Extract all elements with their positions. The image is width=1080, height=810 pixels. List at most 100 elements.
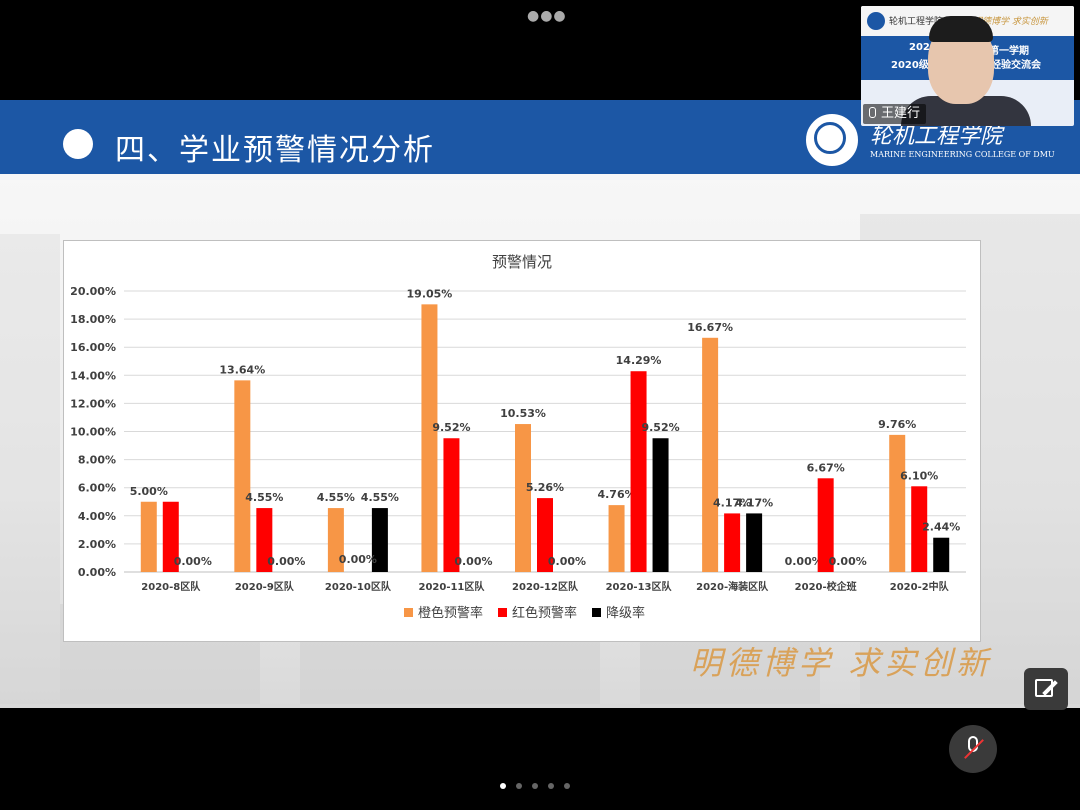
speaker-name: 王建行 <box>881 106 921 121</box>
college-logo-icon <box>804 112 860 168</box>
data-label: 9.76% <box>878 418 916 431</box>
speaker-video-thumbnail[interactable]: 轮机工程学院 明德博学 求实创新 202 第一学期 2020级 经验交流会 王建… <box>861 6 1074 126</box>
page-dot[interactable] <box>548 783 554 789</box>
bar-1 <box>724 513 741 572</box>
bar-0 <box>608 505 625 572</box>
y-tick-label: 2.00% <box>78 538 116 551</box>
speaker-hair <box>929 16 993 42</box>
x-tick-label: 2020-9区队 <box>235 580 295 593</box>
page-dot[interactable] <box>500 783 506 789</box>
data-label: 4.55% <box>317 491 355 504</box>
data-label: 6.67% <box>807 461 845 474</box>
y-tick-label: 10.00% <box>70 426 116 439</box>
chart-svg: 预警情况 0.00% 2.00% 4.00% 6.00% 8.00% 10.00% 12.00… <box>70 253 966 621</box>
legend-label: 降级率 <box>606 605 645 621</box>
data-label: 0.00% <box>785 555 823 568</box>
bar-0 <box>327 508 344 572</box>
y-tick-label: 12.00% <box>70 397 116 410</box>
x-tick-label: 2020-11区队 <box>418 580 485 593</box>
y-tick-label: 6.00% <box>78 482 116 495</box>
mic-icon <box>869 107 876 118</box>
video-banner-line1-left: 202 <box>909 42 930 53</box>
legend-swatch <box>498 608 507 617</box>
bar-1 <box>911 486 928 572</box>
page-indicator[interactable] <box>500 783 570 789</box>
bar-0 <box>515 424 531 572</box>
y-tick-label: 4.00% <box>78 510 116 523</box>
y-tick-label: 0.00% <box>78 566 116 579</box>
college-name-cn: 轮机工程学院 <box>870 124 1003 149</box>
y-tick-label: 14.00% <box>70 369 116 382</box>
data-label: 0.00% <box>174 555 212 568</box>
page-dot[interactable] <box>532 783 538 789</box>
data-label: 13.64% <box>219 363 265 376</box>
x-tick-label: 2020-海装区队 <box>696 580 769 593</box>
college-slogan: 明德博学 求实创新 <box>690 644 993 682</box>
legend-swatch <box>592 608 601 617</box>
x-tick-label: 2020-2中队 <box>890 580 950 593</box>
data-label: 5.00% <box>130 485 168 498</box>
video-banner-line2-left: 2020级 <box>891 60 929 71</box>
bar-1 <box>817 478 834 572</box>
mic-muted-icon[interactable] <box>949 725 997 773</box>
data-label: 2.44% <box>922 521 960 534</box>
bullet-icon <box>63 129 93 159</box>
data-label: 4.17% <box>735 496 773 509</box>
bar-2 <box>371 508 388 572</box>
legend-swatch <box>404 608 413 617</box>
page-dot[interactable] <box>516 783 522 789</box>
bar-0 <box>702 337 719 572</box>
bar-1 <box>256 508 273 572</box>
video-logo-text: 轮机工程学院 <box>889 17 944 27</box>
data-label: 16.67% <box>687 321 733 334</box>
data-label: 4.55% <box>361 491 399 504</box>
data-label: 0.00% <box>548 555 586 568</box>
page-dot[interactable] <box>564 783 570 789</box>
data-label: 0.00% <box>339 553 377 566</box>
y-tick-label: 16.00% <box>70 341 116 354</box>
bar-0 <box>140 501 157 572</box>
data-label: 4.76% <box>597 488 635 501</box>
legend-label: 红色预警率 <box>512 605 577 621</box>
bar-1 <box>162 501 179 572</box>
edit-icon[interactable] <box>1024 668 1068 710</box>
shared-slide: 四、学业预警情况分析 轮机工程学院 MARINE ENGINEERING COL… <box>0 100 1080 708</box>
data-label: 19.05% <box>407 287 453 300</box>
college-name-en: MARINE ENGINEERING COLLEGE OF DMU <box>870 150 1055 159</box>
video-slogan: 明德博学 求实创新 <box>973 17 1048 27</box>
warning-chart: 预警情况 0.00% 2.00% 4.00% 6.00% 8.00% 10.00% 12.00… <box>63 240 981 642</box>
data-label: 4.17% <box>713 496 751 509</box>
x-tick-label: 2020-8区队 <box>141 580 201 593</box>
video-banner-line1-right: 第一学期 <box>989 46 1029 57</box>
x-tick-label: 2020-12区队 <box>512 580 579 593</box>
college-logo-icon <box>867 12 885 30</box>
bar-2 <box>746 513 763 572</box>
y-tick-label: 8.00% <box>78 454 116 467</box>
data-label: 0.00% <box>267 555 305 568</box>
bar-1 <box>537 498 553 572</box>
data-label: 4.55% <box>245 491 283 504</box>
data-label: 9.52% <box>641 421 679 434</box>
bar-1 <box>630 371 647 572</box>
more-dots-icon[interactable]: ●●● <box>527 8 567 24</box>
legend-label: 橙色预警率 <box>418 605 483 621</box>
data-label: 0.00% <box>829 555 867 568</box>
bar-0 <box>234 380 251 572</box>
speaker-name-tag: 王建行 <box>863 104 927 124</box>
data-label: 14.29% <box>616 354 662 367</box>
data-label: 10.53% <box>500 407 546 420</box>
bar-0 <box>421 304 438 572</box>
y-tick-label: 20.00% <box>70 285 116 298</box>
video-banner-line2-right: 经验交流会 <box>991 60 1041 71</box>
x-tick-label: 2020-13区队 <box>606 580 673 593</box>
x-tick-label: 2020-10区队 <box>325 580 392 593</box>
x-tick-label: 2020-校企班 <box>795 580 857 593</box>
y-tick-label: 18.00% <box>70 313 116 326</box>
bar-1 <box>443 438 460 572</box>
bar-0 <box>889 434 906 572</box>
data-label: 0.00% <box>454 555 492 568</box>
chart-title: 预警情况 <box>492 253 552 271</box>
bar-2 <box>652 438 669 572</box>
data-label: 6.10% <box>900 469 938 482</box>
data-label: 5.26% <box>526 481 564 494</box>
